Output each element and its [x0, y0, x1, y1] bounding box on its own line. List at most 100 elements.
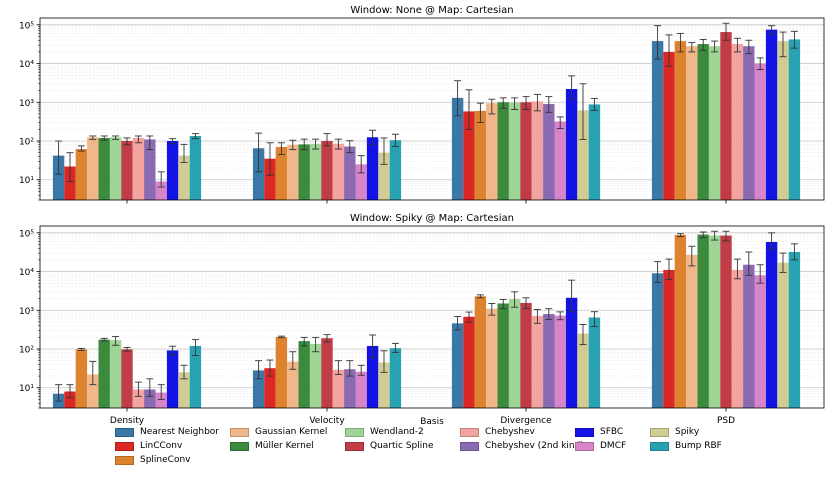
plot-frame	[39, 225, 825, 409]
legend-item: Chebyshev (2nd kind)	[460, 441, 584, 451]
bar-2-psd-11	[777, 262, 789, 408]
legend-label: Spiky	[675, 427, 700, 437]
x-axis-label: Basis	[420, 417, 444, 427]
legend-label: DMCF	[600, 441, 627, 451]
bar-1-density-10	[166, 141, 179, 200]
bar-1-psd-2	[674, 41, 687, 200]
x-tick-label-psd: PSD	[717, 416, 735, 426]
legend-label: Wendland-2	[370, 427, 424, 437]
legend-swatch	[115, 441, 134, 451]
bar-2-psd-8	[743, 264, 755, 408]
legend-label: SplineConv	[140, 455, 191, 465]
bar-1-divergence-1	[463, 111, 475, 200]
bar-1-density-2	[75, 149, 88, 200]
bar-1-velocity-9	[355, 164, 367, 200]
bar-2-psd-4	[697, 234, 709, 408]
y-tick-label: 10⁴	[19, 60, 34, 70]
bar-2-velocity-12	[389, 348, 402, 408]
bar-2-density-6	[121, 349, 133, 408]
bar-1-divergence-11	[577, 110, 589, 200]
bar-2-velocity-4	[298, 341, 310, 408]
bar-2-divergence-11	[577, 333, 589, 408]
bar-2-psd-10	[765, 241, 778, 408]
legend-swatch	[575, 427, 594, 437]
bar-1-velocity-2	[275, 147, 288, 200]
bar-1-divergence-2	[474, 110, 487, 200]
bar-1-psd-8	[743, 46, 755, 200]
bar-1-density-8	[144, 139, 156, 200]
legend-swatch	[115, 427, 134, 437]
bar-2-velocity-7	[332, 369, 345, 408]
legend-item: SFBC	[575, 427, 623, 437]
legend-swatch	[575, 441, 594, 451]
bar-1-divergence-0	[451, 97, 464, 200]
y-tick-label: 10³	[19, 99, 34, 109]
legend-label: Gaussian Kernel	[255, 427, 328, 437]
bar-1-velocity-3	[287, 144, 299, 200]
y-tick-label: 10¹	[19, 384, 34, 394]
chart-title-1: Window: None @ Map: Cartesian	[350, 5, 513, 16]
bar-2-density-7	[132, 389, 145, 408]
bar-2-divergence-10	[565, 297, 578, 408]
legend-swatch	[650, 427, 669, 437]
bar-2-velocity-6	[321, 338, 333, 408]
bar-1-psd-9	[754, 63, 766, 200]
bar-1-divergence-9	[554, 121, 566, 200]
bar-2-psd-2	[674, 234, 687, 408]
plot-frame	[39, 17, 825, 201]
bar-1-density-3	[87, 137, 99, 200]
bar-2-divergence-12	[588, 317, 601, 408]
bar-2-divergence-2	[474, 296, 487, 408]
legend-item: Spiky	[650, 427, 699, 437]
legend-label: Chebyshev	[485, 427, 535, 437]
bar-1-divergence-5	[508, 102, 521, 200]
bar-2-velocity-11	[378, 362, 390, 408]
bar-2-velocity-8	[344, 369, 356, 408]
bar-1-divergence-8	[543, 104, 555, 200]
y-tick-label: 10¹	[19, 176, 34, 186]
bar-1-velocity-10	[366, 137, 379, 200]
legend-label: LinCConv	[140, 441, 183, 451]
bar-2-density-4	[98, 339, 110, 408]
bar-2-density-5	[109, 340, 122, 408]
bar-1-divergence-6	[520, 102, 532, 200]
legend-swatch	[230, 427, 249, 437]
bar-1-psd-12	[788, 39, 801, 201]
bar-1-psd-6	[720, 32, 732, 201]
x-tick-label-divergence: Divergence	[500, 416, 552, 426]
bar-2-velocity-1	[264, 368, 276, 408]
y-tick-label: 10⁴	[19, 268, 34, 278]
bar-2-psd-7	[731, 269, 744, 408]
legend: Nearest Neighbor LinCConv SplineConv Gaussi…	[115, 427, 722, 473]
bar-2-psd-0	[651, 273, 664, 408]
y-tick-label: 10⁵	[19, 21, 34, 31]
chart-title-2: Window: Spiky @ Map: Cartesian	[350, 213, 514, 224]
bar-2-psd-5	[708, 235, 721, 408]
bar-2-divergence-1	[463, 316, 475, 408]
bar-2-density-1	[64, 391, 76, 408]
legend-swatch	[115, 455, 134, 465]
legend-swatch	[460, 441, 479, 451]
legend-item: LinCConv	[115, 441, 182, 451]
legend-swatch	[230, 441, 249, 451]
bar-1-velocity-1	[264, 158, 276, 200]
bar-1-divergence-10	[565, 89, 578, 200]
bar-2-density-11	[178, 372, 190, 408]
legend-item: Gaussian Kernel	[230, 427, 327, 437]
bar-1-psd-10	[765, 29, 778, 201]
legend-item: Müller Kernel	[230, 441, 314, 451]
bar-2-divergence-5	[508, 299, 521, 408]
bar-1-divergence-4	[497, 102, 509, 200]
bar-1-velocity-4	[298, 144, 310, 200]
legend-label: Nearest Neighbor	[140, 427, 220, 437]
legend-swatch	[460, 427, 479, 437]
bar-2-velocity-0	[252, 370, 265, 408]
bar-2-psd-1	[663, 269, 675, 408]
bar-2-velocity-9	[355, 371, 367, 408]
bar-1-density-4	[98, 137, 110, 200]
bar-1-divergence-3	[486, 103, 498, 200]
bar-2-divergence-7	[531, 315, 544, 408]
bar-1-velocity-11	[378, 152, 390, 200]
legend-swatch	[345, 427, 364, 437]
bar-2-divergence-6	[520, 302, 532, 408]
